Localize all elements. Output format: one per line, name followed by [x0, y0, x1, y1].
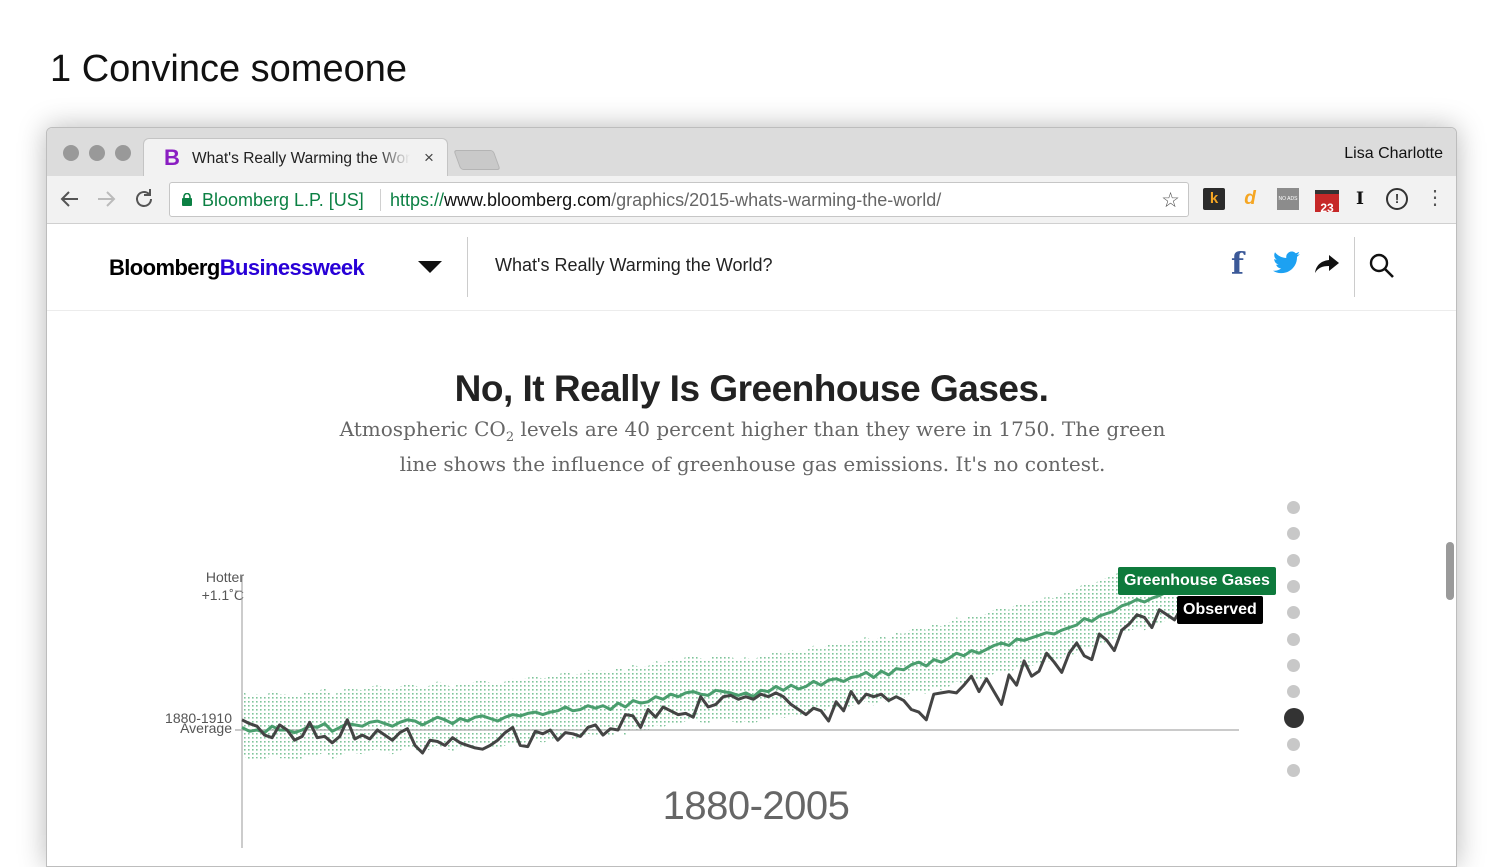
header-divider	[467, 237, 468, 297]
step-dot[interactable]	[1287, 632, 1300, 646]
observed-line	[241, 606, 1184, 755]
url-host: www.bloomberg.com	[444, 190, 612, 210]
tab-active[interactable]: B What's Really Warming the World? | Blo…	[143, 138, 448, 176]
y-top-label-line1: Hotter	[205, 569, 244, 585]
browser-window: B What's Really Warming the World? | Blo…	[46, 127, 1457, 867]
y-top-label: Hotter +1.1˚C	[147, 568, 244, 604]
logo-businessweek: Businessweek	[219, 255, 365, 280]
site-logo[interactable]: BloombergBusinessweek	[109, 255, 365, 281]
temperature-chart	[235, 568, 1239, 848]
d-extension-icon[interactable]: d	[1244, 188, 1256, 209]
step-dot[interactable]	[1287, 553, 1300, 567]
zoom-window-button[interactable]	[115, 145, 131, 161]
menu-kebab-icon[interactable]: ⋮	[1425, 187, 1445, 209]
back-arrow-icon[interactable]	[59, 188, 81, 215]
year-range-label: 1880-2005	[662, 784, 850, 828]
step-dot[interactable]	[1287, 737, 1300, 751]
step-dot[interactable]	[1287, 606, 1300, 620]
page-scrollbar[interactable]	[1446, 542, 1454, 600]
forward-arrow-icon[interactable]	[95, 188, 117, 215]
password-manager-icon[interactable]: !	[1386, 188, 1408, 210]
share-arrow-icon[interactable]	[1315, 255, 1339, 273]
search-icon[interactable]	[1369, 253, 1395, 279]
baseline-label: 1880-1910 Average	[147, 710, 232, 736]
article-headline: No, It Really Is Greenhouse Gases.	[454, 368, 1049, 409]
step-dot[interactable]	[1287, 527, 1300, 541]
url-text[interactable]: https://www.bloomberg.com/graphics/2015-…	[390, 190, 941, 211]
step-dot[interactable]	[1287, 658, 1300, 672]
logo-bloomberg: Bloomberg	[109, 255, 220, 280]
new-tab-button[interactable]	[453, 150, 501, 170]
no-ads-extension-icon[interactable]: NO ADS	[1277, 188, 1299, 210]
profile-name[interactable]: Lisa Charlotte	[1344, 145, 1443, 162]
tab-title: What's Really Warming the World? | Bloom…	[192, 150, 410, 167]
tab-strip: B What's Really Warming the World? | Blo…	[47, 128, 1456, 176]
reload-icon[interactable]	[133, 188, 155, 215]
k-extension-icon[interactable]: k	[1203, 188, 1225, 210]
dek-subscript: 2	[505, 430, 515, 445]
address-bar[interactable]: Bloomberg L.P. [US] https://www.bloomber…	[169, 182, 1189, 217]
greenhouse-uncertainty-band	[242, 568, 1182, 761]
tab-close-icon[interactable]: ×	[424, 148, 434, 167]
slide-title: 1 Convince someone	[50, 48, 407, 90]
ev-certificate-label[interactable]: Bloomberg L.P. [US]	[202, 190, 364, 210]
greenhouse-gases-tag: Greenhouse Gases	[1118, 567, 1276, 595]
header-divider-right	[1354, 237, 1355, 297]
article-title: What's Really Warming the World?	[495, 255, 773, 275]
calendar-extension-icon[interactable]: 23	[1315, 190, 1339, 215]
baseline-label-line1: 1880-1910	[165, 710, 232, 726]
url-path: /graphics/2015-whats-warming-the-world/	[611, 190, 942, 210]
dek-text-2: levels are 40 percent higher than they w…	[399, 417, 1166, 476]
observed-tag: Observed	[1177, 596, 1263, 624]
twitter-icon[interactable]	[1273, 251, 1301, 275]
browser-toolbar: Bloomberg L.P. [US] https://www.bloomber…	[47, 176, 1456, 224]
instapaper-extension-icon[interactable]: I	[1356, 189, 1364, 209]
step-dot[interactable]	[1287, 579, 1300, 593]
y-top-label-line2: +1.1˚C	[201, 587, 244, 603]
step-dot[interactable]	[1287, 764, 1300, 777]
step-dot[interactable]	[1284, 707, 1304, 728]
bookmark-star-icon[interactable]: ☆	[1161, 189, 1180, 212]
step-dot[interactable]	[1287, 501, 1300, 514]
article-dek: Atmospheric CO2 levels are 40 percent hi…	[337, 416, 1168, 478]
dek-text-1: Atmospheric CO	[339, 417, 506, 441]
address-divider	[380, 189, 381, 211]
step-dot[interactable]	[1287, 685, 1300, 699]
greenhouse-gases-line	[241, 585, 1183, 735]
bloomberg-favicon-icon: B	[164, 145, 180, 170]
baseline-label-line2: Average	[180, 720, 232, 736]
lock-icon	[182, 193, 192, 206]
site-header: BloombergBusinessweek What's Really Warm…	[47, 225, 1456, 311]
minimize-window-button[interactable]	[89, 145, 105, 161]
close-window-button[interactable]	[63, 145, 79, 161]
chevron-down-icon[interactable]	[418, 261, 442, 273]
url-scheme: https://	[390, 190, 445, 210]
facebook-icon[interactable]: f	[1231, 247, 1244, 282]
